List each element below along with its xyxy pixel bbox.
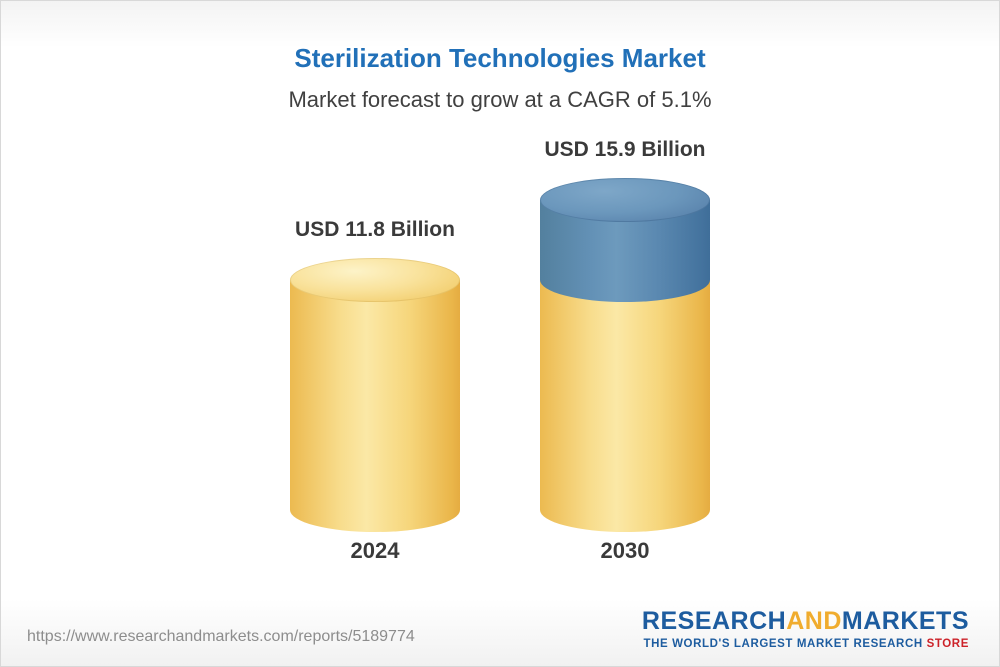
category-label-2024: 2024 bbox=[350, 538, 400, 563]
cylinder-2030-top-cap bbox=[540, 178, 710, 222]
value-label-2030: USD 15.9 Billion bbox=[544, 138, 706, 161]
bar-2024: USD 11.8 Billion 2024 bbox=[290, 218, 460, 564]
logo-wordmark: RESEARCHANDMARKETS bbox=[641, 606, 969, 636]
base-segment-2030 bbox=[540, 280, 710, 532]
research-and-markets-logo: RESEARCHANDMARKETS THE WORLD'S LARGEST M… bbox=[641, 606, 969, 650]
cylinder-chart: USD 11.8 Billion 2024 USD 15.9 Billion 2… bbox=[1, 138, 999, 564]
cylinder-2030 bbox=[540, 178, 710, 532]
bar-2030: USD 15.9 Billion 2030 bbox=[540, 138, 710, 564]
report-url: https://www.researchandmarkets.com/repor… bbox=[27, 628, 415, 645]
logo-tagline: THE WORLD'S LARGEST MARKET RESEARCH STOR… bbox=[642, 638, 969, 650]
value-label-2024: USD 11.8 Billion bbox=[295, 218, 455, 241]
logo-word-markets: MARKETS bbox=[841, 606, 969, 635]
logo-word-research: RESEARCH bbox=[641, 606, 787, 635]
cylinder-2024 bbox=[290, 258, 460, 532]
cylinder-2024-body bbox=[290, 280, 460, 532]
category-label-2030: 2030 bbox=[600, 538, 650, 563]
logo-tagline-store: STORE bbox=[926, 638, 969, 650]
page-title: Sterilization Technologies Market bbox=[294, 43, 706, 73]
page-subtitle: Market forecast to grow at a CAGR of 5.1… bbox=[288, 87, 712, 112]
cylinder-2024-top-cap bbox=[290, 258, 460, 302]
logo-word-and: AND bbox=[786, 606, 842, 635]
logo-tagline-main: THE WORLD'S LARGEST MARKET RESEARCH bbox=[643, 638, 927, 650]
